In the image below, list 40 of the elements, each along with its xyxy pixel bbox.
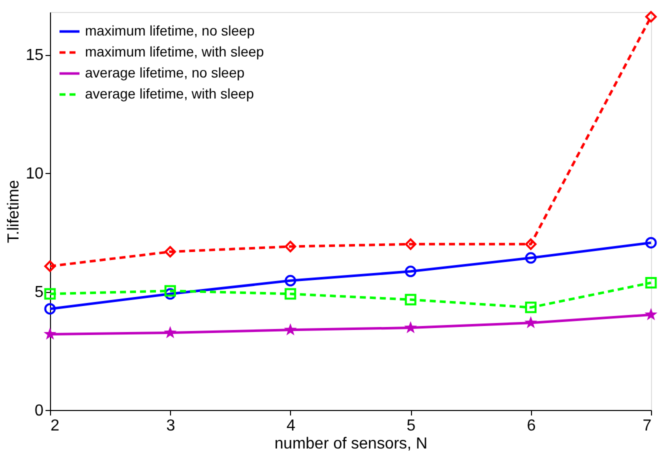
point — [284, 323, 297, 336]
point — [404, 238, 416, 250]
point — [164, 326, 177, 338]
x-tick-label: 6 — [526, 418, 536, 434]
point — [645, 10, 657, 22]
x-tick-label: 4 — [286, 418, 296, 434]
point — [284, 240, 296, 252]
y-tick-label: 10 — [26, 166, 44, 183]
point — [44, 288, 56, 300]
point — [284, 274, 296, 286]
y-tick-label: 15 — [26, 47, 44, 64]
legend-label: maximum lifetime, no sleep — [85, 22, 255, 38]
legend-label: average lifetime, no sleep — [85, 64, 245, 80]
point — [404, 266, 416, 278]
point — [164, 246, 176, 258]
point — [524, 316, 538, 328]
point — [645, 277, 657, 289]
x-tick-label: 2 — [50, 418, 60, 434]
point — [404, 321, 417, 334]
point — [164, 288, 176, 300]
x-tick-label: 5 — [406, 418, 416, 434]
x-tick-label: 7 — [642, 418, 652, 434]
x-tick-label: 3 — [166, 418, 176, 434]
point — [164, 285, 176, 297]
point — [644, 308, 658, 320]
point — [284, 288, 296, 300]
x-axis-title: number of sensors, N — [274, 436, 428, 452]
point — [44, 260, 56, 272]
point — [404, 294, 416, 306]
y-tick-label: 0 — [34, 402, 44, 420]
point — [525, 302, 537, 314]
point — [525, 238, 537, 250]
point — [525, 252, 537, 264]
y-axis-title: T.lifetime — [6, 180, 23, 244]
y-tick-label: 5 — [34, 284, 44, 302]
point — [44, 303, 56, 315]
point — [645, 237, 657, 248]
legend-label: average lifetime, with sleep — [85, 86, 254, 102]
point — [44, 327, 56, 340]
legend-label: maximum lifetime, with sleep — [85, 44, 264, 60]
